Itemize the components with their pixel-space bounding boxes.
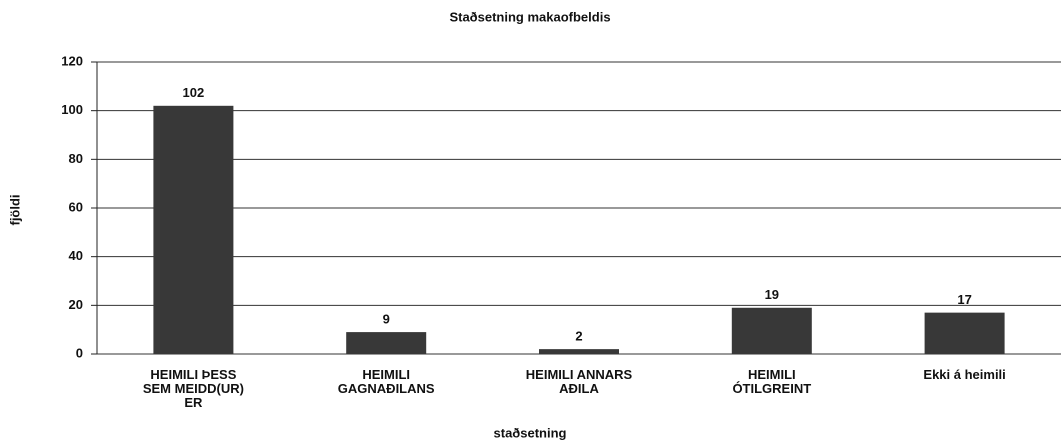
- x-axis-label: staðsetning: [494, 425, 567, 440]
- y-tick-label: 80: [69, 151, 83, 166]
- data-label: 2: [575, 329, 582, 344]
- bar: [924, 312, 1005, 354]
- x-tick-label: HEIMILI GAGNAÐILANS: [337, 367, 435, 396]
- data-label: 102: [183, 85, 205, 100]
- y-tick-label: 40: [69, 248, 83, 263]
- data-label: 19: [765, 287, 779, 302]
- y-tick-label: 60: [69, 199, 83, 214]
- data-label: 17: [957, 292, 971, 307]
- data-label: 9: [383, 312, 390, 327]
- y-tick-label: 120: [61, 53, 83, 68]
- y-tick-label: 100: [61, 102, 83, 117]
- y-tick-label: 20: [69, 297, 83, 312]
- bar: [539, 349, 619, 354]
- x-tick-label: HEIMILI ÞESS SEM MEIDD(UR) ER: [142, 367, 244, 410]
- y-axis-label: fjöldi: [7, 194, 22, 225]
- y-tick-label: 0: [76, 345, 83, 360]
- x-tick-label: Ekki á heimili: [923, 367, 1006, 382]
- chart-title: Staðsetning makaofbeldis: [449, 9, 610, 24]
- x-tick-label: HEIMILI ANNARS AÐILA: [525, 367, 633, 396]
- bar: [731, 307, 812, 354]
- bar: [346, 332, 427, 354]
- x-tick-label: HEIMILI ÓTILGREINT: [732, 367, 812, 396]
- bar: [153, 105, 234, 354]
